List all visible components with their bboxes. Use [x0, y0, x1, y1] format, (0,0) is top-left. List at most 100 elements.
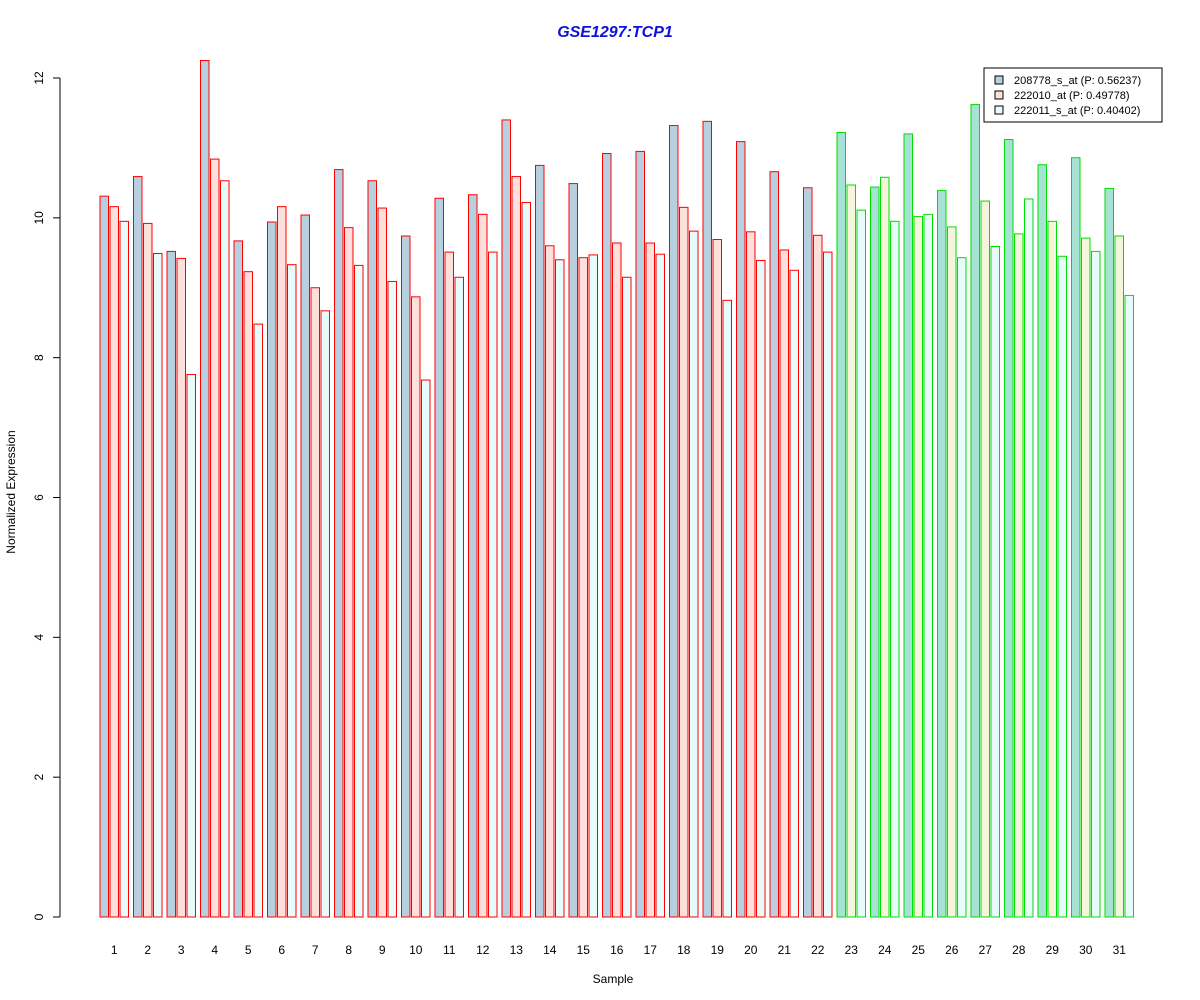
y-tick-label: 10: [32, 211, 46, 225]
legend-label: 222011_s_at (P: 0.40402): [1014, 105, 1140, 117]
bar-10-series-1: [401, 235, 411, 918]
bar-18-series-2: [679, 206, 689, 918]
bar-25-series-2: [913, 215, 923, 918]
bar-26-series-3: [957, 257, 967, 918]
bar-23-series-2: [846, 184, 856, 918]
bar-30-series-3: [1091, 250, 1101, 918]
y-tick-label: 0: [32, 913, 46, 920]
bar-19-series-1: [702, 120, 712, 918]
bar-17-series-3: [655, 253, 665, 918]
bar-14-series-2: [545, 245, 555, 918]
bar-23-series-3: [856, 209, 866, 918]
legend-swatch: [994, 105, 1004, 115]
bar-21-series-1: [769, 171, 779, 918]
bar-24-series-3: [890, 220, 900, 918]
bar-9-series-1: [367, 180, 377, 918]
bar-4-series-2: [210, 158, 220, 918]
bar-31-series-1: [1104, 187, 1114, 918]
bar-12-series-2: [478, 213, 488, 918]
x-tick-label: 29: [1046, 943, 1060, 957]
bar-1-series-1: [99, 195, 109, 918]
bar-16-series-2: [612, 242, 622, 918]
x-tick-label: 10: [409, 943, 423, 957]
bar-29-series-1: [1037, 164, 1047, 918]
x-tick-label: 24: [878, 943, 892, 957]
x-tick-label: 30: [1079, 943, 1093, 957]
x-tick-label: 1: [111, 943, 118, 957]
bar-27-series-1: [970, 104, 980, 918]
bar-14-series-3: [555, 259, 565, 918]
x-tick-label: 5: [245, 943, 252, 957]
bar-11-series-3: [454, 276, 464, 918]
x-tick-label: 2: [144, 943, 151, 957]
x-tick-label: 22: [811, 943, 825, 957]
legend-swatch: [994, 90, 1004, 100]
bar-18-series-3: [689, 230, 699, 918]
bar-12-series-3: [488, 251, 498, 918]
y-tick-label: 2: [32, 774, 46, 781]
bar-31-series-2: [1114, 235, 1124, 918]
bar-31-series-3: [1124, 294, 1134, 918]
bar-28-series-2: [1014, 233, 1024, 918]
bar-5-series-2: [243, 271, 253, 918]
x-tick-label: 27: [979, 943, 993, 957]
bar-7-series-3: [320, 310, 330, 918]
x-tick-label: 7: [312, 943, 319, 957]
bar-6-series-1: [267, 221, 277, 918]
bar-17-series-2: [645, 242, 655, 918]
bar-13-series-1: [501, 119, 511, 918]
bar-22-series-1: [803, 187, 813, 918]
chart-title: GSE1297:TCP1: [557, 24, 673, 41]
bar-5-series-3: [253, 323, 263, 918]
x-tick-label: 16: [610, 943, 624, 957]
bar-4-series-1: [200, 60, 210, 918]
x-tick-label: 8: [345, 943, 352, 957]
x-tick-label: 18: [677, 943, 691, 957]
legend-label: 222010_at (P: 0.49778): [1014, 90, 1130, 102]
x-tick-label: 3: [178, 943, 185, 957]
bar-18-series-1: [669, 125, 679, 918]
bar-11-series-2: [444, 251, 454, 918]
bar-19-series-3: [722, 299, 732, 918]
y-axis: 0 2 4 6 8 10 12: [32, 71, 61, 920]
bar-13-series-2: [511, 176, 521, 918]
bar-25-series-3: [923, 213, 933, 918]
bar-24-series-1: [870, 186, 880, 918]
bar-15-series-1: [568, 183, 578, 918]
bar-3-series-1: [166, 250, 176, 918]
bars-group: [99, 60, 1134, 918]
bar-15-series-2: [578, 257, 588, 918]
bar-16-series-3: [622, 276, 632, 918]
bar-29-series-3: [1057, 255, 1067, 918]
y-tick-label: 6: [32, 494, 46, 501]
x-tick-label: 28: [1012, 943, 1026, 957]
bar-25-series-1: [903, 133, 913, 918]
bar-16-series-1: [602, 153, 612, 918]
bar-19-series-2: [712, 239, 722, 918]
x-tick-label: 11: [443, 943, 456, 957]
x-tick-label: 20: [744, 943, 758, 957]
bar-2-series-1: [133, 176, 143, 918]
bar-12-series-1: [468, 194, 478, 918]
bar-4-series-3: [220, 180, 230, 918]
bar-6-series-2: [277, 206, 287, 918]
x-tick-label: 17: [644, 943, 658, 957]
bar-2-series-3: [153, 252, 163, 918]
bar-1-series-2: [109, 206, 119, 918]
bar-17-series-1: [635, 150, 645, 918]
bar-24-series-2: [880, 176, 890, 918]
bar-27-series-2: [980, 200, 990, 918]
y-tick-label: 4: [32, 634, 46, 641]
bar-3-series-2: [176, 257, 186, 918]
bar-26-series-2: [947, 226, 957, 918]
x-tick-label: 19: [711, 943, 725, 957]
bar-7-series-2: [310, 287, 320, 918]
x-tick-label: 15: [577, 943, 591, 957]
bar-26-series-1: [937, 190, 947, 918]
y-axis-label: Normalized Expression: [4, 430, 18, 553]
bar-13-series-3: [521, 201, 531, 918]
bar-9-series-2: [377, 207, 387, 918]
bar-5-series-1: [233, 240, 243, 918]
